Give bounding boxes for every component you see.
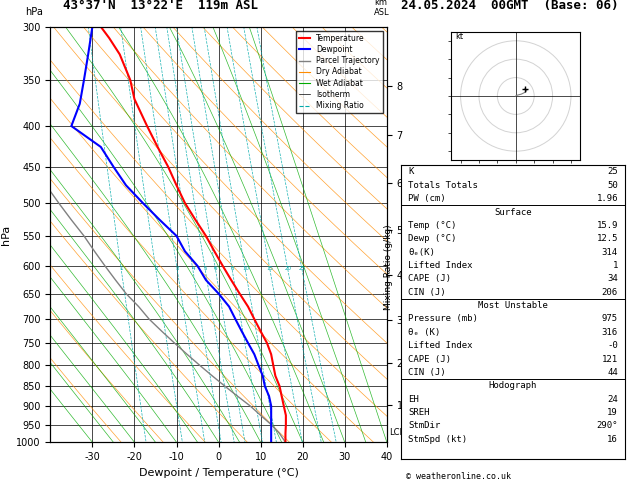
Text: 2: 2 [154,265,158,271]
Text: StmSpd (kt): StmSpd (kt) [408,434,467,444]
Text: 25: 25 [607,167,618,176]
Text: 314: 314 [602,247,618,257]
Y-axis label: hPa: hPa [1,225,11,244]
Text: Totals Totals: Totals Totals [408,181,478,190]
Text: K: K [408,167,413,176]
Text: 43°37'N  13°22'E  119m ASL: 43°37'N 13°22'E 119m ASL [63,0,258,12]
Text: Hodograph: Hodograph [489,381,537,390]
Text: 10: 10 [242,265,249,271]
Text: 316: 316 [602,328,618,337]
Text: Surface: Surface [494,208,532,217]
Text: 206: 206 [602,288,618,297]
Text: 20: 20 [284,265,291,271]
Text: LCL: LCL [389,428,404,437]
Text: 15.9: 15.9 [596,221,618,230]
Text: 6: 6 [214,265,218,271]
Text: 24.05.2024  00GMT  (Base: 06): 24.05.2024 00GMT (Base: 06) [401,0,619,12]
Text: Mixing Ratio (g/kg): Mixing Ratio (g/kg) [384,225,393,310]
Text: 50: 50 [607,181,618,190]
Text: 34: 34 [607,274,618,283]
Text: 19: 19 [607,408,618,417]
Text: CAPE (J): CAPE (J) [408,274,451,283]
Text: Temp (°C): Temp (°C) [408,221,457,230]
Text: 12.5: 12.5 [596,234,618,243]
Text: 16: 16 [607,434,618,444]
Text: CIN (J): CIN (J) [408,368,445,377]
Text: hPa: hPa [25,7,43,17]
Text: kt: kt [455,32,463,41]
Text: 24: 24 [607,395,618,404]
Text: CAPE (J): CAPE (J) [408,354,451,364]
Text: θₑ(K): θₑ(K) [408,247,435,257]
Text: θₑ (K): θₑ (K) [408,328,440,337]
Text: 1.96: 1.96 [596,194,618,203]
Text: EH: EH [408,395,419,404]
Text: Most Unstable: Most Unstable [478,301,548,310]
X-axis label: Dewpoint / Temperature (°C): Dewpoint / Temperature (°C) [138,468,299,478]
Text: 1: 1 [613,261,618,270]
Text: Lifted Index: Lifted Index [408,261,472,270]
Text: 8: 8 [230,265,234,271]
Text: 290°: 290° [596,421,618,431]
Text: Dewp (°C): Dewp (°C) [408,234,457,243]
Text: 121: 121 [602,354,618,364]
Text: Lifted Index: Lifted Index [408,341,472,350]
Text: -0: -0 [607,341,618,350]
Legend: Temperature, Dewpoint, Parcel Trajectory, Dry Adiabat, Wet Adiabat, Isotherm, Mi: Temperature, Dewpoint, Parcel Trajectory… [296,31,383,113]
Text: 3: 3 [175,265,179,271]
Text: PW (cm): PW (cm) [408,194,445,203]
Text: 4: 4 [191,265,195,271]
Text: © weatheronline.co.uk: © weatheronline.co.uk [406,472,511,481]
Text: 1: 1 [120,265,123,271]
Text: 25: 25 [299,265,306,271]
Text: km
ASL: km ASL [374,0,390,17]
Text: Pressure (mb): Pressure (mb) [408,314,478,324]
Text: 44: 44 [607,368,618,377]
Text: SREH: SREH [408,408,430,417]
Text: 975: 975 [602,314,618,324]
Text: 15: 15 [267,265,274,271]
Text: CIN (J): CIN (J) [408,288,445,297]
Text: StmDir: StmDir [408,421,440,431]
Text: 5: 5 [204,265,207,271]
